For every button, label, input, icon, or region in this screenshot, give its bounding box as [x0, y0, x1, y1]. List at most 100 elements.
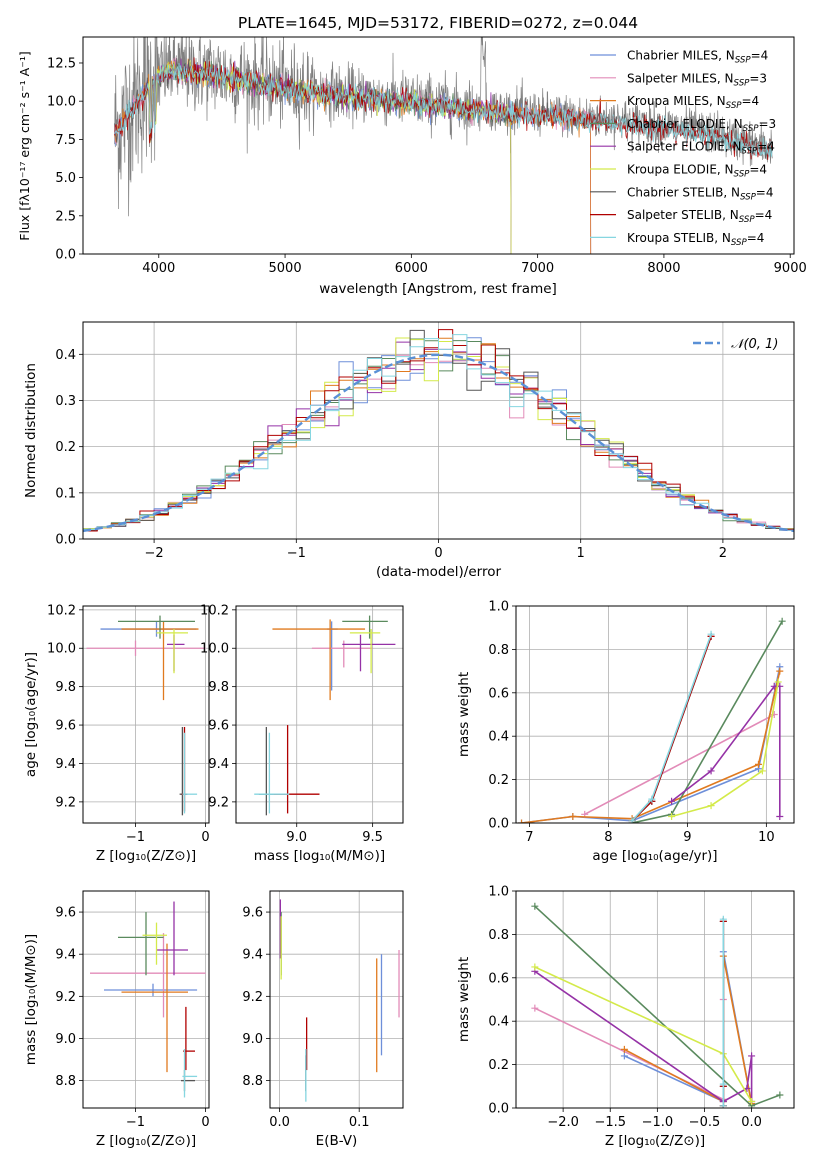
- spectrum-chart: 4000 5000 6000 7000 8000 9000 0.0 2.5 5.0 7.5 10.0…: [17, 14, 807, 297]
- weight-vs-age-line-kroupa_elodie: [671, 681, 779, 818]
- age-vs-mass-ytick-label-1: 9.4: [208, 757, 229, 772]
- gaussian-reference-curve: [83, 353, 794, 533]
- legend-label-kroupa_stelib: Kroupa STELIB, NSSP=4: [627, 231, 764, 248]
- spectrum-ylabel: Flux [fλ10⁻¹⁷ erg cm⁻² s⁻¹ A⁻¹]: [17, 51, 32, 240]
- age-vs-mass-xtick-label-0: 9.0: [286, 830, 307, 845]
- mass-vs-Z-frame: [82, 890, 210, 1109]
- residual-chart: −2 −1 0 1 2 0.0 0.1 0.2 0.3 0.4 (data-model)/error…: [23, 321, 795, 580]
- residual-xtick-label-4: 2: [719, 546, 727, 561]
- spectrum-xtick-label-2: 6000: [395, 261, 428, 276]
- weight-vs-age-ylabel: mass weight: [456, 672, 472, 757]
- age-vs-Z-xtick-label-0: −1: [126, 830, 145, 845]
- residual-xtick-label-3: 1: [577, 546, 585, 561]
- weight-vs-Z-ytick-label-2: 0.4: [488, 1015, 509, 1030]
- weight-vs-age-marker-kroupa_elodie-3: [774, 678, 782, 686]
- weight-vs-age-xtick-label-2: 9: [683, 830, 691, 845]
- weight-vs-age-xtick-label-0: 7: [525, 830, 533, 845]
- mass-vs-Z-ytick-label-0: 8.8: [55, 1074, 76, 1089]
- age-vs-Z-ytick-label-0: 9.2: [55, 795, 76, 810]
- weight-vs-age-plot-area: [516, 606, 794, 823]
- weight-vs-Z-marker-kroupa_miles-0: [620, 1045, 628, 1053]
- spectrum-ytick-label-2: 5.0: [55, 171, 76, 186]
- age-vs-Z-xtick-label-1: 0: [201, 830, 209, 845]
- weight-vs-age-marker-kroupa_elodie-1: [707, 802, 715, 810]
- weight-vs-age-xtick-label-3: 10: [758, 830, 775, 845]
- mass-vs-ebv: 0.0 0.1 8.8 9.0 9.2 9.4 9.6 E(B-V): [242, 890, 404, 1149]
- mass-vs-Z-xtick-label-1: 0: [201, 1115, 209, 1130]
- weight-vs-Z-marker-kroupa_stelib-0: [719, 1102, 727, 1108]
- spectrum-xtick-label-3: 7000: [521, 261, 554, 276]
- weight-vs-Z-ytick-label-4: 0.8: [488, 928, 509, 943]
- weight-vs-age-frame: [515, 605, 795, 824]
- weight-vs-age-xtick-label-1: 8: [604, 830, 612, 845]
- age-vs-mass-xtick-label-1: 9.5: [362, 830, 383, 845]
- weight-vs-age-marker-salpeter_elodie-0: [668, 797, 676, 805]
- mass-vs-ebv-frame: [269, 890, 404, 1109]
- mass-vs-ebv-ytick-label-1: 9.0: [242, 1032, 263, 1047]
- weight-vs-age-ytick-label-1: 0.2: [488, 773, 509, 788]
- weight-vs-Z-line-kroupa_elodie: [534, 966, 753, 1102]
- legend-label-salpeter_elodie: Salpeter ELODIE, NSSP=4: [627, 140, 775, 157]
- weight-vs-Z-plot-area: [516, 891, 794, 1108]
- weight-vs-age-marker-kroupa_stelib-0: [628, 817, 636, 823]
- age-vs-Z-plot-area: [83, 606, 209, 823]
- gaussian-legend-label: 𝒩(0, 1): [731, 337, 778, 352]
- mass-vs-Z-ytick-label-2: 9.2: [55, 990, 76, 1005]
- weight-vs-Z-xtick-label-2: −1.0: [642, 1115, 674, 1130]
- weight-vs-Z-line-chabrier_miles: [624, 951, 753, 1104]
- spectrum-chart-plot-area: [114, 37, 773, 254]
- weight-vs-Z-frame: [515, 890, 795, 1109]
- mass-vs-Z-xlabel: Z [log₁₀(Z/Z⊙)]: [96, 1133, 196, 1149]
- weight-vs-Z-ytick-label-3: 0.6: [488, 971, 509, 986]
- age-vs-mass-plot-area: [236, 606, 403, 823]
- mass-vs-ebv-xtick-label-0: 0.0: [269, 1115, 290, 1130]
- legend-label-salpeter_miles: Salpeter MILES, NSSP=3: [627, 71, 767, 88]
- mass-vs-ebv-ytick-label-3: 9.4: [242, 948, 263, 963]
- age-vs-mass-ytick-label-0: 9.2: [208, 795, 229, 810]
- age-vs-Z-ytick-label-4: 10.0: [47, 642, 76, 657]
- weight-vs-Z-marker-kroupa_stelib-1: [719, 1080, 727, 1088]
- weight-vs-age-marker-kroupa_stelib-2: [707, 630, 715, 638]
- weight-vs-Z-marker-chabrier_elodie-0: [531, 902, 539, 910]
- age-vs-Z-frame: [82, 605, 210, 824]
- spectrum-ytick-label-4: 10.0: [47, 95, 76, 110]
- residual-ytick-label-2: 0.2: [55, 440, 76, 455]
- age-vs-mass-frame: [235, 605, 404, 824]
- weight-vs-Z-xlabel: Z [log₁₀(Z/Z⊙)]: [605, 1133, 705, 1149]
- spectrum-ytick-label-0: 0.0: [55, 248, 76, 263]
- mass-vs-Z-ytick-label-3: 9.4: [55, 948, 76, 963]
- spectrum-legend: Chabrier MILES, NSSP=4 Salpeter MILES, NS…: [590, 49, 776, 248]
- residual-xlabel: (data-model)/error: [376, 564, 502, 580]
- weight-vs-Z-marker-chabrier_elodie-2: [776, 1091, 784, 1099]
- residual-xtick-label-0: −2: [145, 546, 164, 561]
- residual-ylabel: Normed distribution: [23, 363, 39, 498]
- mass-vs-ebv-ytick-label-2: 9.2: [242, 990, 263, 1005]
- spectrum-xtick-label-1: 5000: [269, 261, 302, 276]
- weight-vs-Z-marker-chabrier_miles-0: [620, 1052, 628, 1060]
- spectrum-title: PLATE=1645, MJD=53172, FIBERID=0272, z=0…: [238, 14, 638, 32]
- weight-vs-age-ytick-label-5: 1.0: [488, 600, 509, 615]
- mass-vs-Z-ytick-label-1: 9.0: [55, 1032, 76, 1047]
- spectrum-xtick-label-5: 9000: [774, 261, 807, 276]
- weight-vs-Z-ytick-label-0: 0.0: [488, 1102, 509, 1117]
- weight-vs-age-marker-kroupa_elodie-0: [668, 812, 676, 820]
- weight-vs-age-marker-salpeter_elodie-4: [776, 812, 784, 820]
- legend-label-chabrier_miles: Chabrier MILES, NSSP=4: [627, 49, 768, 66]
- legend-label-kroupa_miles: Kroupa MILES, NSSP=4: [627, 94, 759, 111]
- spectrum-xlabel: wavelength [Angstrom, rest frame]: [319, 281, 557, 297]
- age-vs-Z-xlabel: Z [log₁₀(Z/Z⊙)]: [96, 848, 196, 864]
- weight-vs-Z-xtick-label-1: −1.5: [594, 1115, 626, 1130]
- age-vs-mass-ytick-label-4: 10.0: [200, 642, 229, 657]
- weight-vs-Z-marker-kroupa_elodie-2: [748, 1097, 756, 1105]
- mass-vs-ebv-xtick-label-1: 0.1: [349, 1115, 370, 1130]
- weight-vs-Z-ytick-label-5: 1.0: [488, 885, 509, 900]
- spectrum-xtick-label-0: 4000: [142, 261, 175, 276]
- model-line-kroupa_stelib: [114, 63, 773, 158]
- weight-vs-age-xlabel: age [log₁₀(age/yr)]: [592, 848, 717, 864]
- spectrum-xtick-label-4: 8000: [647, 261, 680, 276]
- mass-vs-ebv-ytick-label-4: 9.6: [242, 906, 263, 921]
- legend-label-salpeter_stelib: Salpeter STELIB, NSSP=4: [627, 208, 772, 225]
- age-vs-Z-ytick-label-1: 9.4: [55, 757, 76, 772]
- weight-vs-age-marker-kroupa_miles-1: [569, 812, 577, 820]
